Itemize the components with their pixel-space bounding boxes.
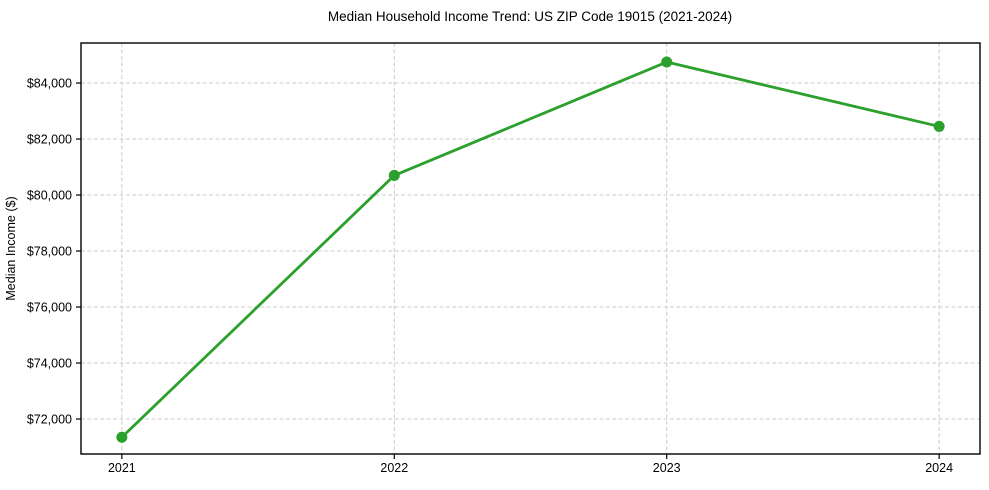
- tick-layer: 2021 2022 2023 2024 $72,000 $74,000 $76,000 $78…: [27, 77, 953, 475]
- y-tick-label: $74,000: [27, 357, 72, 371]
- x-tick-label: 2024: [925, 461, 953, 475]
- y-tick-label: $78,000: [27, 245, 72, 259]
- y-tick-label: $76,000: [27, 301, 72, 315]
- data-point-2024: [933, 120, 945, 132]
- y-tick-label: $80,000: [27, 189, 72, 203]
- data-point-2023: [661, 56, 673, 68]
- series-layer: [116, 56, 945, 443]
- plot-border: [80, 42, 981, 455]
- data-point-2021: [116, 431, 128, 443]
- grid-layer: [81, 43, 980, 454]
- x-tick-label: 2021: [108, 461, 136, 475]
- y-tick-label: $84,000: [27, 77, 72, 91]
- y-tick-label: $82,000: [27, 133, 72, 147]
- data-point-2022: [388, 169, 400, 181]
- y-tick-label: $72,000: [27, 413, 72, 427]
- y-axis-label: Median Income ($): [4, 196, 18, 300]
- chart-title: Median Household Income Trend: US ZIP Co…: [328, 9, 732, 24]
- x-tick-label: 2023: [653, 461, 681, 475]
- data-line: [120, 60, 941, 439]
- x-tick-label: 2022: [380, 461, 408, 475]
